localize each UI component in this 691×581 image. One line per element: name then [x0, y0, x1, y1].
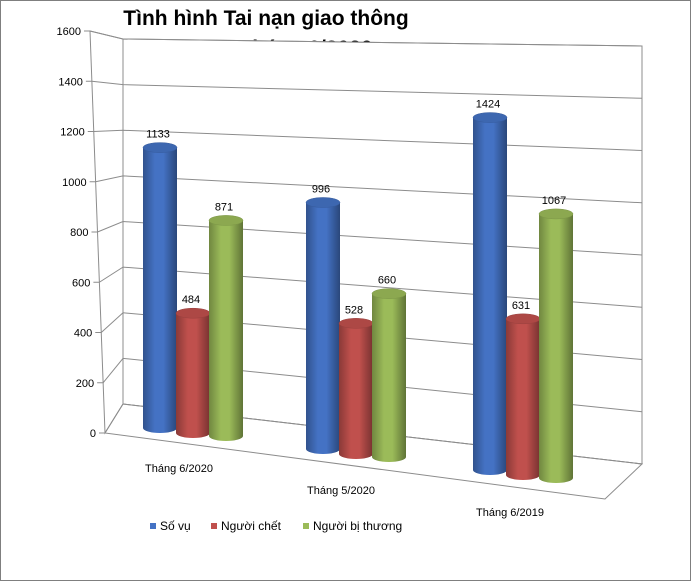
x-axis-labels: Tháng 6/2020 Tháng 5/2020 Tháng 6/2019 [145, 463, 544, 519]
data-label-0-1: 996 [312, 183, 330, 195]
y-tick-label: 1000 [62, 177, 86, 189]
data-label-2-1: 660 [378, 275, 396, 287]
bar-2-2 [539, 213, 573, 484]
bar-top-0-0 [142, 142, 178, 153]
legend-label: Số vụ [160, 519, 191, 533]
x-category-label: Tháng 6/2019 [476, 507, 544, 519]
gridline [95, 175, 643, 204]
bar-1-2 [506, 318, 540, 480]
y-tick-label: 200 [76, 378, 94, 390]
y-axis: 0 200 400 600 800 1000 1200 1400 1600 [57, 26, 643, 465]
gridline [102, 357, 643, 413]
y-tick-label: 1400 [58, 76, 82, 88]
legend-label: Người bị thương [313, 519, 402, 533]
data-label-1-1: 528 [345, 304, 363, 316]
bar-0-1 [306, 202, 340, 454]
y-tick-label: 400 [74, 328, 92, 340]
bar-top-2-2 [538, 208, 574, 220]
gridline [100, 312, 643, 360]
legend-swatch [303, 523, 309, 529]
y-tick-label: 1200 [60, 127, 84, 139]
data-label-1-0: 484 [182, 294, 200, 306]
bar-top-0-2 [472, 112, 508, 123]
data-label-2-2: 1067 [542, 195, 566, 207]
y-tick-label: 1600 [57, 26, 81, 38]
legend-swatch [211, 523, 217, 529]
bar-top-2-0 [208, 215, 244, 226]
y-tick-label: 600 [72, 277, 90, 289]
chart-bars: 1133 484 871 996 528 660 1424 631 1067 [142, 99, 574, 484]
bar-top-2-1 [371, 288, 407, 299]
gridline [97, 220, 643, 256]
data-label-0-0: 1133 [146, 129, 170, 141]
gridline [99, 266, 643, 308]
y-tick-label: 0 [90, 428, 96, 440]
data-label-2-0: 871 [215, 201, 233, 213]
bar-1-1 [339, 323, 373, 459]
bar-1-0 [176, 313, 210, 438]
legend: Số vụ Người chết Người bị thương [150, 519, 402, 533]
chart-title-line-1: Tình hình Tai nạn giao thông [123, 7, 408, 30]
legend-swatch [150, 523, 156, 529]
gridline [104, 403, 643, 465]
x-category-label: Tháng 6/2020 [145, 463, 213, 475]
bar-top-1-2 [505, 313, 541, 325]
data-label-1-2: 631 [512, 300, 530, 312]
bar-2-0 [209, 220, 243, 441]
gridline [91, 80, 643, 99]
data-label-0-2: 1424 [476, 99, 500, 111]
bar-top-0-1 [305, 197, 341, 208]
bar-2-1 [372, 293, 406, 462]
bar-top-1-1 [338, 318, 374, 329]
gridline [93, 129, 643, 151]
bar-top-1-0 [175, 307, 211, 319]
y-tick-label: 800 [70, 227, 88, 239]
bar-0-0 [143, 147, 177, 433]
gridline [89, 30, 643, 47]
bar-0-2 [473, 117, 507, 475]
x-category-label: Tháng 5/2020 [307, 485, 375, 497]
legend-label: Người chết [221, 519, 282, 533]
